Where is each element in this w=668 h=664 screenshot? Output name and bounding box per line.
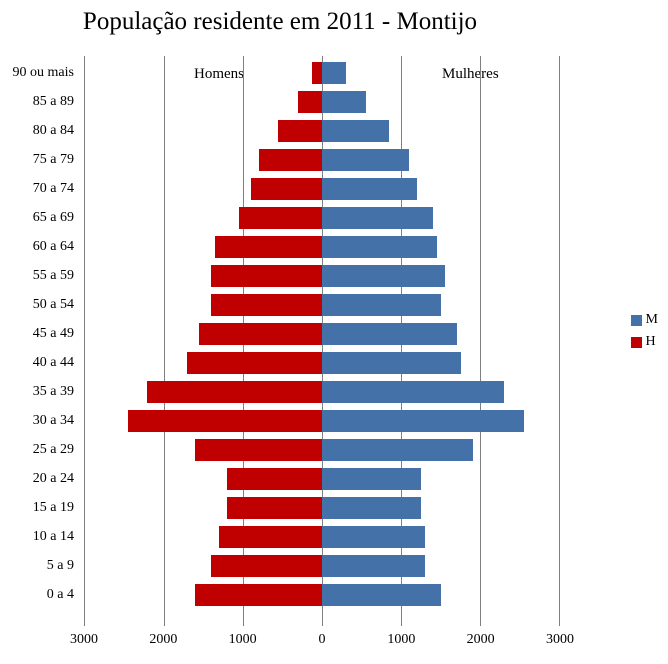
bar-women [322,149,409,171]
y-axis-labels: 90 ou mais 85 a 89 80 a 84 75 a 79 70 a 74 65… [0,56,80,626]
bar-row [85,178,559,200]
bar-women [322,584,441,606]
y-axis-label: 10 a 14 [0,526,74,548]
bar-women [322,236,437,258]
bar-women [322,555,425,577]
x-axis-label: 2000 [149,632,177,648]
bar-women [322,265,445,287]
bar-women [322,207,433,229]
bar-row [85,120,559,142]
bar-women [322,294,441,316]
bar-men [147,381,322,403]
y-axis-label: 45 a 49 [0,323,74,345]
bar-men [298,91,322,113]
bar-men [195,439,322,461]
bar-row [85,91,559,113]
bar-row [85,555,559,577]
bar-women [322,178,417,200]
y-axis-label: 40 a 44 [0,352,74,374]
y-axis-label: 15 a 19 [0,497,74,519]
legend-item-m: M [631,312,658,328]
bar-row [85,381,559,403]
y-axis-label: 65 a 69 [0,207,74,229]
bar-row [85,584,559,606]
bar-men [211,294,322,316]
bar-row [85,410,559,432]
bar-row [85,265,559,287]
y-axis-label: 90 ou mais [0,62,74,84]
y-axis-label: 70 a 74 [0,178,74,200]
bar-women [322,497,421,519]
chart-title: População residente em 2011 - Montijo [0,8,560,36]
bar-men [211,555,322,577]
bar-women [322,468,421,490]
bar-men [278,120,322,142]
bar-women [322,439,473,461]
x-axis-label: 1000 [229,632,257,648]
bar-row [85,497,559,519]
bar-women [322,62,346,84]
y-axis-label: 55 a 59 [0,265,74,287]
bar-men [199,323,322,345]
y-axis-label: 85 a 89 [0,91,74,113]
bar-women [322,120,389,142]
legend-swatch [631,315,642,326]
bar-row [85,149,559,171]
bar-row [85,526,559,548]
y-axis-label: 50 a 54 [0,294,74,316]
bar-men [128,410,322,432]
y-axis-label: 60 a 64 [0,236,74,258]
bar-men [227,497,322,519]
y-axis-label: 35 a 39 [0,381,74,403]
y-axis-label: 25 a 29 [0,439,74,461]
y-axis-label: 30 a 34 [0,410,74,432]
bar-men [219,526,322,548]
bar-men [251,178,322,200]
bar-men [195,584,322,606]
bar-men [239,207,322,229]
legend-label: H [646,334,656,350]
population-pyramid-chart: População residente em 2011 - Montijo Ho… [0,0,668,664]
bar-row [85,62,559,84]
bar-men [187,352,322,374]
bar-row [85,323,559,345]
x-axis-label: 0 [319,632,326,648]
plot-area [84,56,560,626]
bar-row [85,207,559,229]
bar-women [322,352,461,374]
bar-women [322,526,425,548]
y-axis-label: 5 a 9 [0,555,74,577]
bar-row [85,294,559,316]
bar-men [215,236,322,258]
legend-label: M [646,312,658,328]
bar-row [85,468,559,490]
bar-women [322,91,366,113]
bar-men [227,468,322,490]
y-axis-label: 20 a 24 [0,468,74,490]
x-axis-label: 2000 [467,632,495,648]
legend-swatch [631,337,642,348]
bar-men [312,62,322,84]
bar-men [259,149,322,171]
legend-item-h: H [631,334,658,350]
y-axis-label: 75 a 79 [0,149,74,171]
bar-row [85,236,559,258]
x-axis-label: 3000 [546,632,574,648]
bar-women [322,323,457,345]
bar-men [211,265,322,287]
bar-row [85,352,559,374]
x-axis-label: 1000 [387,632,415,648]
bar-women [322,381,504,403]
y-axis-label: 80 a 84 [0,120,74,142]
x-axis-label: 3000 [70,632,98,648]
legend: MH [631,312,658,356]
bar-women [322,410,524,432]
bar-row [85,439,559,461]
y-axis-label: 0 a 4 [0,584,74,606]
